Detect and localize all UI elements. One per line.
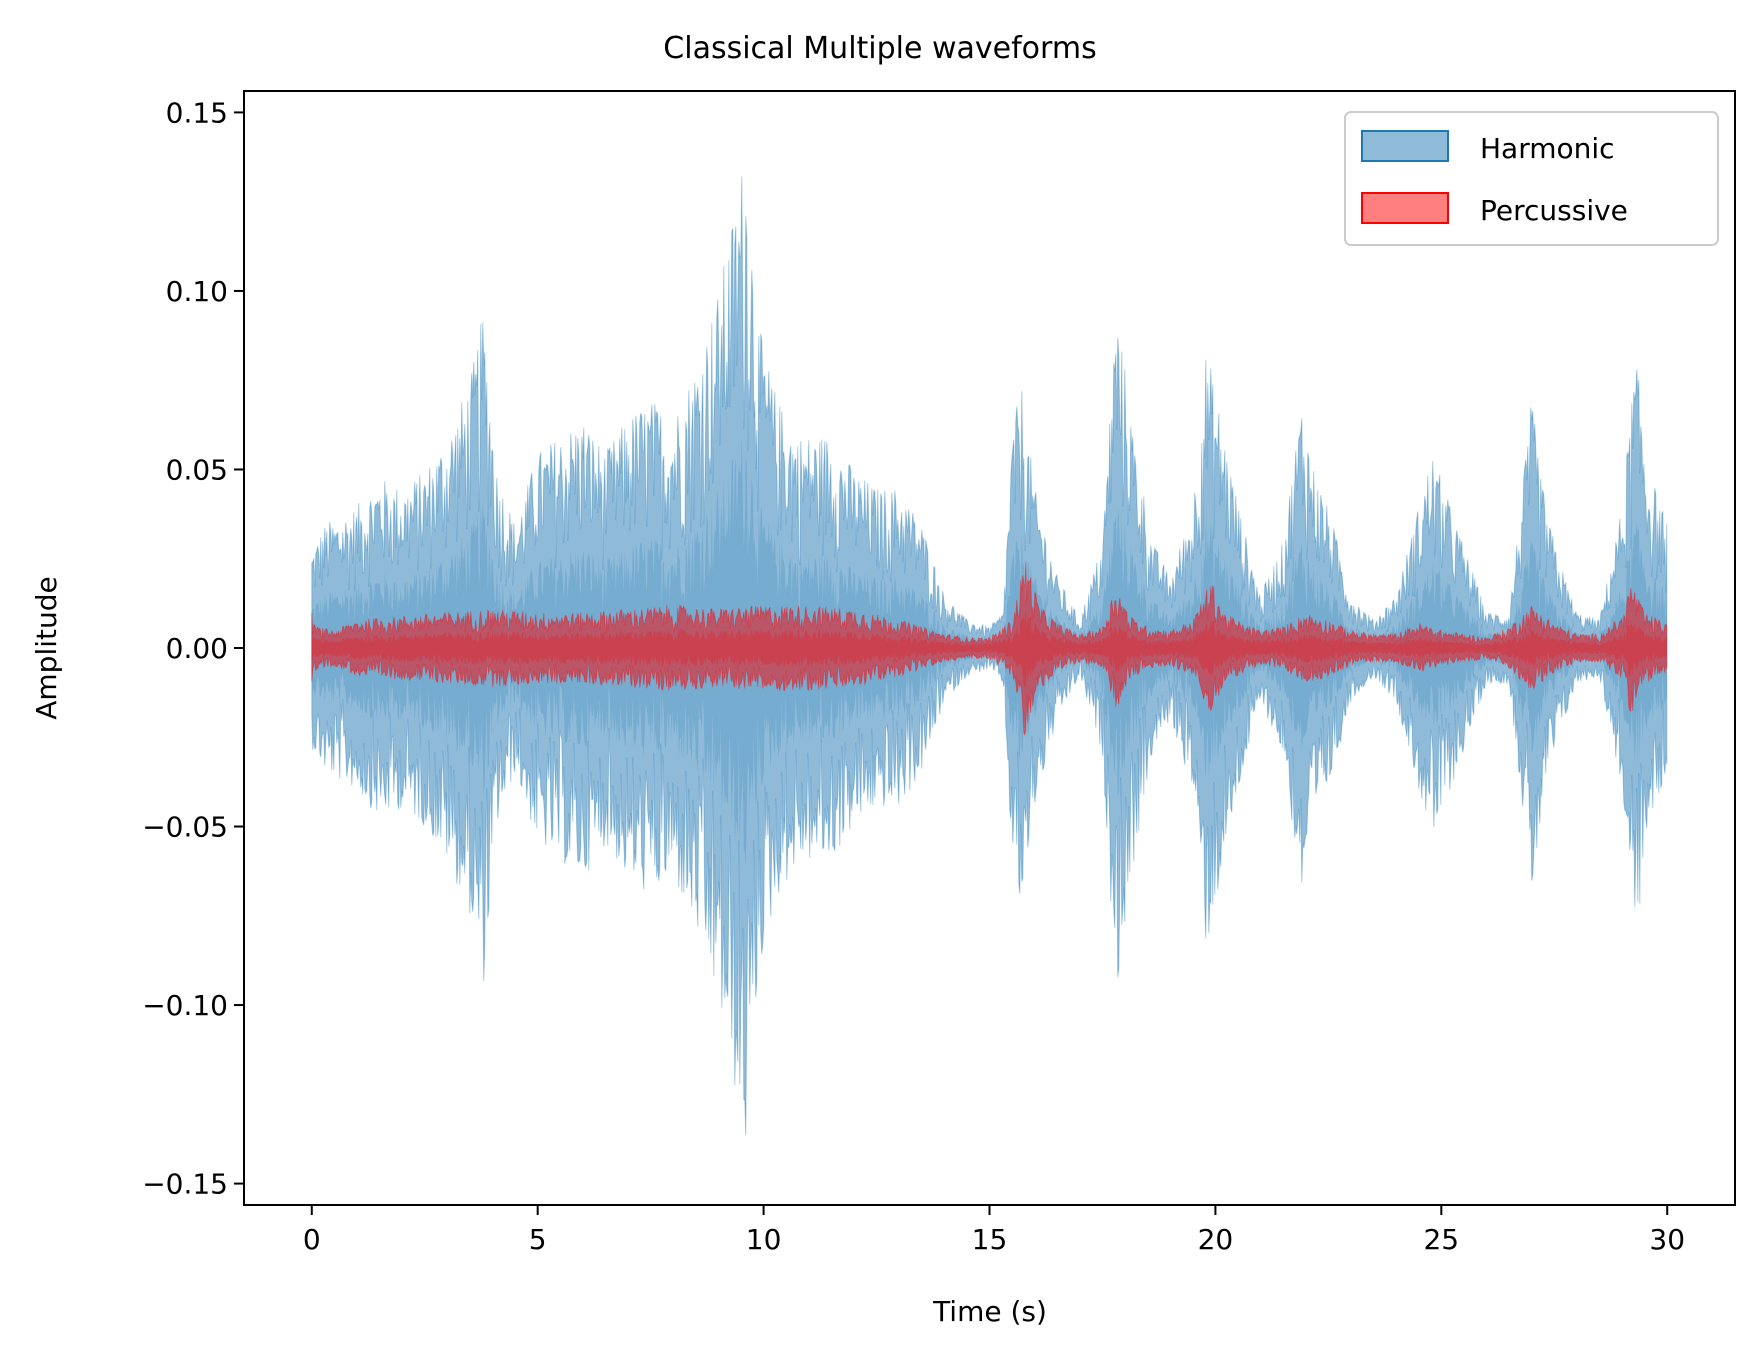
- y-tick-label: 0.15: [166, 96, 228, 129]
- x-tick-label: 30: [1649, 1223, 1685, 1256]
- legend-swatch-harmonic: [1361, 130, 1449, 162]
- harmonic-waveform-area: [311, 176, 1668, 1136]
- x-tick-label: 0: [303, 1223, 321, 1256]
- x-axis-label: Time (s): [932, 1295, 1047, 1328]
- legend-label-harmonic: Harmonic: [1480, 132, 1615, 165]
- x-tick-label: 20: [1198, 1223, 1234, 1256]
- legend-label-percussive: Percussive: [1480, 194, 1628, 227]
- y-axis-label: Amplitude: [30, 576, 63, 720]
- y-tick-label: 0.10: [166, 275, 228, 308]
- legend: Harmonic Percussive: [1344, 111, 1719, 246]
- x-tick-label: 25: [1423, 1223, 1459, 1256]
- legend-swatch-percussive: [1361, 192, 1449, 224]
- y-tick-label: −0.15: [142, 1168, 228, 1201]
- percussive-waveform-area: [311, 561, 1668, 736]
- x-axis: 0 5 10 15 20 25 30: [303, 1205, 1685, 1256]
- x-tick-label: 10: [746, 1223, 782, 1256]
- percussive-waveform-core: [311, 609, 1667, 688]
- y-axis: 0.15 0.10 0.05 0.00 −0.05 −0.10 −0.15: [142, 96, 244, 1201]
- y-tick-label: −0.05: [142, 811, 228, 844]
- y-tick-label: 0.00: [166, 632, 228, 665]
- chart-title: Classical Multiple waveforms: [663, 31, 1096, 66]
- x-tick-label: 15: [972, 1223, 1008, 1256]
- y-tick-label: −0.10: [142, 989, 228, 1022]
- x-tick-label: 5: [529, 1223, 547, 1256]
- percussive-series: [311, 561, 1668, 736]
- y-tick-label: 0.05: [166, 453, 228, 486]
